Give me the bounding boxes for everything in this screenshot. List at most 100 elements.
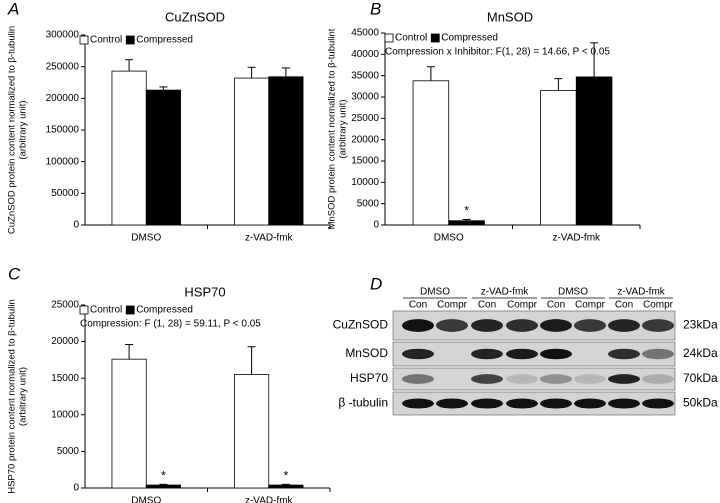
bar bbox=[145, 484, 181, 489]
protein-label: HSP70 bbox=[350, 371, 388, 385]
blot-band bbox=[642, 319, 674, 332]
legend-swatch bbox=[384, 33, 394, 43]
size-label: 50kDa bbox=[683, 396, 718, 410]
y-tick-label: 20000 bbox=[51, 336, 79, 347]
error-bar bbox=[159, 483, 168, 486]
annotation: Compression: F (1, 28) = 59.11, P < 0.05 bbox=[80, 319, 261, 330]
x-tick-label: z-VAD-fmk bbox=[552, 233, 601, 244]
y-tick-label: 25000 bbox=[51, 300, 79, 311]
y-tick-label: 25000 bbox=[351, 113, 379, 124]
blot-band bbox=[506, 398, 538, 409]
y-tick-label: 35000 bbox=[351, 70, 379, 81]
lane-label: Con bbox=[615, 300, 633, 311]
lane-label: Compr bbox=[575, 300, 606, 311]
significance-marker: * bbox=[284, 469, 289, 483]
y-tick-label: 0 bbox=[73, 220, 79, 231]
blot-band bbox=[506, 374, 538, 384]
group-label: DMSO bbox=[420, 287, 450, 298]
size-label: 24kDa bbox=[683, 346, 718, 360]
y-axis-label: (arbitrary unit) bbox=[18, 100, 29, 159]
blot-band bbox=[436, 319, 468, 332]
lane-label: Con bbox=[478, 300, 496, 311]
error-bar bbox=[590, 42, 599, 77]
bar bbox=[111, 358, 147, 489]
legend-swatch bbox=[125, 305, 135, 315]
legend-swatch bbox=[79, 305, 89, 315]
bar bbox=[448, 220, 485, 226]
chart-title: MnSOD bbox=[487, 9, 533, 24]
error-bar bbox=[125, 59, 134, 72]
blot-band bbox=[540, 319, 572, 332]
y-tick-label: 45000 bbox=[351, 28, 379, 39]
y-tick-label: 5000 bbox=[357, 198, 380, 209]
legend-label: Compressed bbox=[136, 305, 193, 316]
y-axis-label: (arbitrary unit) bbox=[338, 99, 349, 158]
blot-band bbox=[608, 374, 640, 384]
blot-band bbox=[608, 398, 640, 409]
y-axis-label: MnSOD protein content normalized to β-tu… bbox=[327, 28, 338, 229]
blot-band bbox=[506, 319, 538, 332]
protein-label: β -tubulin bbox=[338, 396, 388, 410]
lane-label: Compr bbox=[437, 300, 468, 311]
error-bar bbox=[247, 346, 256, 375]
lane-label: Compr bbox=[507, 300, 538, 311]
lane-label: Con bbox=[547, 300, 565, 311]
x-tick-label: z-VAD-fmk bbox=[245, 496, 294, 503]
bar bbox=[268, 76, 304, 226]
error-bar bbox=[281, 483, 290, 486]
legend-swatch bbox=[79, 35, 89, 45]
y-tick-label: 15000 bbox=[51, 373, 79, 384]
y-axis-label: CuZnSOD protein content normalized to β-… bbox=[7, 26, 18, 234]
y-tick-label: 10000 bbox=[51, 409, 79, 420]
y-tick-label: 100000 bbox=[46, 156, 80, 167]
bar bbox=[575, 76, 613, 226]
error-bar bbox=[426, 66, 435, 81]
blot-band bbox=[402, 398, 434, 409]
y-tick-label: 0 bbox=[373, 220, 379, 231]
blot-band bbox=[471, 348, 503, 360]
blot-band bbox=[574, 374, 606, 384]
blot-band bbox=[471, 374, 503, 384]
panel-letter: A bbox=[7, 0, 19, 18]
error-bar bbox=[554, 78, 563, 91]
blot-band bbox=[540, 398, 572, 409]
blot-band bbox=[402, 319, 434, 332]
annotation: Compression x Inhibitor: F(1, 28) = 14.6… bbox=[385, 47, 610, 58]
blot-band bbox=[540, 374, 572, 384]
legend-swatch bbox=[125, 35, 135, 45]
group-label: z-VAD-fmk bbox=[617, 287, 666, 298]
blot-band bbox=[608, 348, 640, 360]
bar bbox=[540, 90, 577, 226]
blot-band bbox=[574, 319, 606, 332]
error-bar bbox=[125, 344, 134, 360]
blot-band bbox=[608, 319, 640, 332]
blot-strip bbox=[392, 367, 676, 391]
y-tick-label: 40000 bbox=[351, 49, 379, 60]
y-tick-label: 250000 bbox=[46, 61, 80, 72]
significance-marker: * bbox=[464, 204, 469, 218]
y-axis-label: HSP70 protein content normalized to β-tu… bbox=[7, 299, 18, 494]
y-tick-label: 300000 bbox=[46, 30, 80, 41]
panel-letter: B bbox=[370, 0, 381, 18]
legend-label: Control bbox=[395, 33, 427, 44]
y-tick-label: 20000 bbox=[351, 134, 379, 145]
significance-marker: * bbox=[161, 469, 166, 483]
x-tick-label: DMSO bbox=[131, 496, 161, 503]
legend-label: Compressed bbox=[136, 35, 193, 46]
error-bar bbox=[462, 218, 471, 221]
bar bbox=[412, 80, 450, 226]
y-tick-label: 15000 bbox=[351, 156, 379, 167]
panel-letter: C bbox=[8, 264, 21, 283]
blot-band bbox=[471, 319, 503, 332]
y-tick-label: 200000 bbox=[46, 93, 80, 104]
legend-label: Control bbox=[90, 305, 122, 316]
y-tick-label: 50000 bbox=[51, 188, 79, 199]
x-tick-label: z-VAD-fmk bbox=[245, 233, 294, 244]
bar bbox=[111, 70, 147, 226]
y-axis-label: (arbitrary unit) bbox=[18, 367, 29, 426]
bar bbox=[234, 374, 270, 489]
lane-label: Compr bbox=[643, 300, 674, 311]
protein-label: CuZnSOD bbox=[333, 318, 389, 332]
protein-label: MnSOD bbox=[345, 346, 388, 360]
